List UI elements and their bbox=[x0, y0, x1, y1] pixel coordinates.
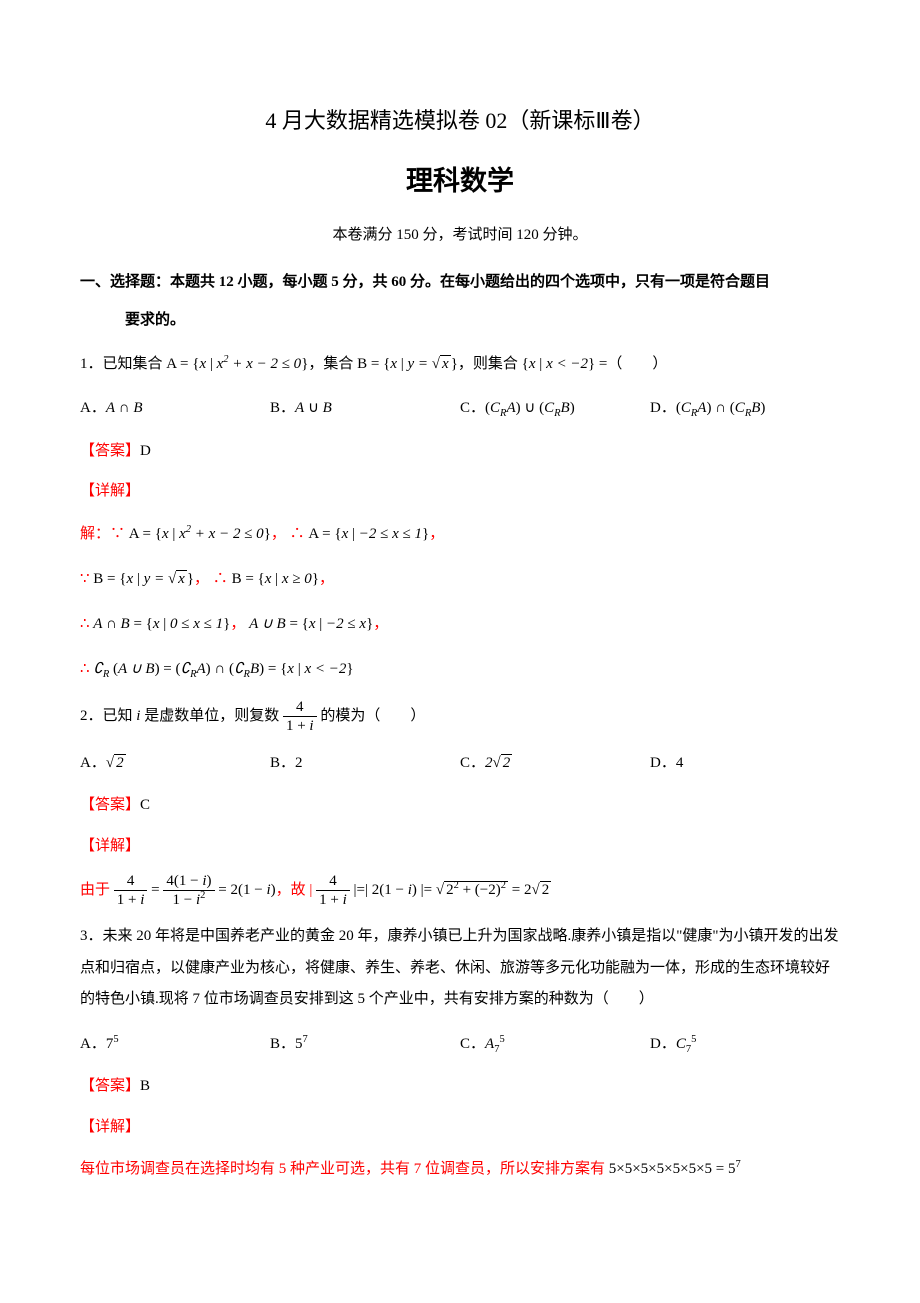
title-sub: 理科数学 bbox=[80, 156, 840, 207]
q3-answer: 【答案】B bbox=[80, 1072, 840, 1101]
q2-option-d: D．4 bbox=[650, 749, 840, 778]
q3-detail-label: 【详解】 bbox=[80, 1113, 840, 1142]
q1-detail-label: 【详解】 bbox=[80, 477, 840, 506]
q2-answer: 【答案】C bbox=[80, 791, 840, 820]
q2-answer-label: 【答案】 bbox=[80, 797, 140, 813]
q1-prefix: 1．已知集合 bbox=[80, 356, 166, 372]
q1-option-d: D．(CRA) ∩ (CRB) bbox=[650, 394, 840, 423]
q3-option-d: D．C75 bbox=[650, 1030, 840, 1059]
q2-solution: 由于 41 + i = 4(1 − i)1 − i2 = 2(1 − i)，故 … bbox=[80, 872, 840, 909]
q1-solution-line2: ∵ B = {x | y = √x}， ∴ B = {x | x ≥ 0}， bbox=[80, 563, 840, 596]
question-1: 1．已知集合 A = {x | x2 + x − 2 ≤ 0}，集合 B = {… bbox=[80, 349, 840, 381]
title-main: 4 月大数据精选模拟卷 02（新课标Ⅲ卷） bbox=[80, 100, 840, 142]
q2-prefix: 2．已知 i 是虚数单位，则复数 bbox=[80, 708, 283, 724]
q3-options: A．75 B．57 C．A75 D．C75 bbox=[80, 1030, 840, 1059]
q1-option-a: A．A ∩ B bbox=[80, 394, 270, 423]
q2-options: A．√2 B．2 C．2√2 D．4 bbox=[80, 749, 840, 778]
q1-answer-label: 【答案】 bbox=[80, 443, 140, 459]
q3-option-a: A．75 bbox=[80, 1030, 270, 1059]
q1-mid2: ，则集合 {x | x < −2} =（ ） bbox=[458, 356, 667, 372]
q1-solution-line4: ∴ ∁R (A ∪ B) = (∁RA) ∩ (∁RB) = {x | x < … bbox=[80, 653, 840, 686]
q2-option-b: B．2 bbox=[270, 749, 460, 778]
q1-solution-line1: 解：∵ A = {x | x2 + x − 2 ≤ 0}， ∴ A = {x |… bbox=[80, 518, 840, 551]
q2-detail-label: 【详解】 bbox=[80, 832, 840, 861]
q1-solution-line3: ∴ A ∩ B = {x | 0 ≤ x ≤ 1}， A ∪ B = {x | … bbox=[80, 608, 840, 641]
section-requirement: 要求的。 bbox=[80, 306, 840, 335]
q1-options: A．A ∩ B B．A ∪ B C．(CRA) ∪ (CRB) D．(CRA) … bbox=[80, 394, 840, 423]
q2-suffix: 的模为（ ） bbox=[317, 708, 426, 724]
q2-answer-letter: C bbox=[140, 797, 150, 813]
q2-fraction: 41 + i bbox=[283, 698, 317, 735]
q3-option-c: C．A75 bbox=[460, 1030, 650, 1059]
q3-answer-label: 【答案】 bbox=[80, 1078, 140, 1094]
q1-mid1: ，集合 bbox=[308, 356, 357, 372]
q1-option-b: B．A ∪ B bbox=[270, 394, 460, 423]
q2-option-a: A．√2 bbox=[80, 749, 270, 778]
question-3: 3．未来 20 年将是中国养老产业的黄金 20 年，康养小镇已上升为国家战略.康… bbox=[80, 921, 840, 1016]
q3-solution: 每位市场调查员在选择时均有 5 种产业可选，共有 7 位调查员，所以安排方案有 … bbox=[80, 1153, 840, 1186]
q3-answer-letter: B bbox=[140, 1078, 150, 1094]
question-2: 2．已知 i 是虚数单位，则复数 41 + i 的模为（ ） bbox=[80, 698, 840, 735]
q3-option-b: B．57 bbox=[270, 1030, 460, 1059]
q1-answer: 【答案】D bbox=[80, 437, 840, 466]
q1-set-b: B = {x | y = √x} bbox=[357, 356, 458, 372]
exam-info: 本卷满分 150 分，考试时间 120 分钟。 bbox=[80, 221, 840, 250]
q1-option-c: C．(CRA) ∪ (CRB) bbox=[460, 394, 650, 423]
q1-set-a: A = {x | x2 + x − 2 ≤ 0} bbox=[166, 356, 308, 372]
q1-answer-letter: D bbox=[140, 443, 151, 459]
section-header: 一、选择题：本题共 12 小题，每小题 5 分，共 60 分。在每小题给出的四个… bbox=[80, 268, 840, 297]
q2-option-c: C．2√2 bbox=[460, 749, 650, 778]
